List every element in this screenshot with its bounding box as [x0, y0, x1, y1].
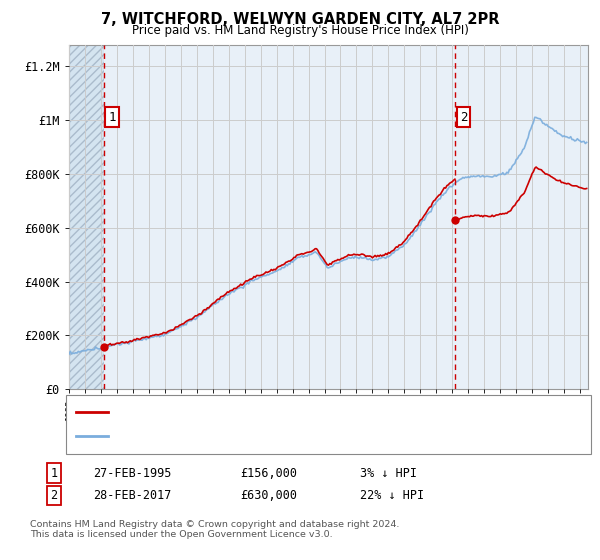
- Text: 7, WITCHFORD, WELWYN GARDEN CITY, AL7 2PR (detached house): 7, WITCHFORD, WELWYN GARDEN CITY, AL7 2P…: [114, 408, 505, 418]
- Text: 1: 1: [50, 466, 58, 480]
- Text: 27-FEB-1995: 27-FEB-1995: [93, 466, 172, 480]
- Text: Contains HM Land Registry data © Crown copyright and database right 2024.
This d: Contains HM Land Registry data © Crown c…: [30, 520, 400, 539]
- Text: 7, WITCHFORD, WELWYN GARDEN CITY, AL7 2PR: 7, WITCHFORD, WELWYN GARDEN CITY, AL7 2P…: [101, 12, 499, 27]
- Text: 28-FEB-2017: 28-FEB-2017: [93, 489, 172, 502]
- Text: 3% ↓ HPI: 3% ↓ HPI: [360, 466, 417, 480]
- Text: Price paid vs. HM Land Registry's House Price Index (HPI): Price paid vs. HM Land Registry's House …: [131, 24, 469, 36]
- Text: HPI: Average price, detached house, Welwyn Hatfield: HPI: Average price, detached house, Welw…: [114, 431, 458, 441]
- Text: £630,000: £630,000: [240, 489, 297, 502]
- Text: 22% ↓ HPI: 22% ↓ HPI: [360, 489, 424, 502]
- Text: 2: 2: [460, 111, 467, 124]
- Bar: [69, 45, 104, 389]
- Text: 2: 2: [50, 489, 58, 502]
- Text: £156,000: £156,000: [240, 466, 297, 480]
- Text: 1: 1: [109, 111, 116, 124]
